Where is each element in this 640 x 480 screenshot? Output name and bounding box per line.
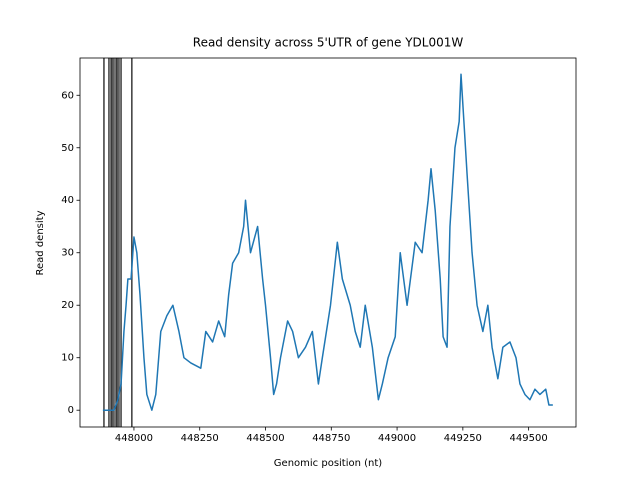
y-tick-label: 30 [61, 248, 74, 259]
y-tick-label: 0 [68, 405, 74, 416]
x-axis-label: Genomic position (nt) [274, 458, 383, 469]
y-tick-label: 40 [61, 195, 74, 206]
y-axis-label: Read density [35, 210, 46, 275]
x-tick-label: 448250 [181, 433, 219, 444]
x-tick-label: 449250 [444, 433, 482, 444]
y-tick-label: 10 [61, 353, 74, 364]
y-tick-label: 20 [61, 300, 74, 311]
x-tick-label: 449000 [378, 433, 416, 444]
x-tick-label: 448750 [312, 433, 350, 444]
data-line [102, 73, 553, 411]
x-tick-label: 448500 [246, 433, 284, 444]
y-tick-label: 50 [61, 143, 74, 154]
x-tick-label: 448000 [115, 433, 153, 444]
x-tick-label: 449500 [510, 433, 548, 444]
chart-title: Read density across 5'UTR of gene YDL001… [193, 36, 464, 50]
plot-frame [79, 57, 577, 428]
y-tick-label: 60 [61, 90, 74, 101]
